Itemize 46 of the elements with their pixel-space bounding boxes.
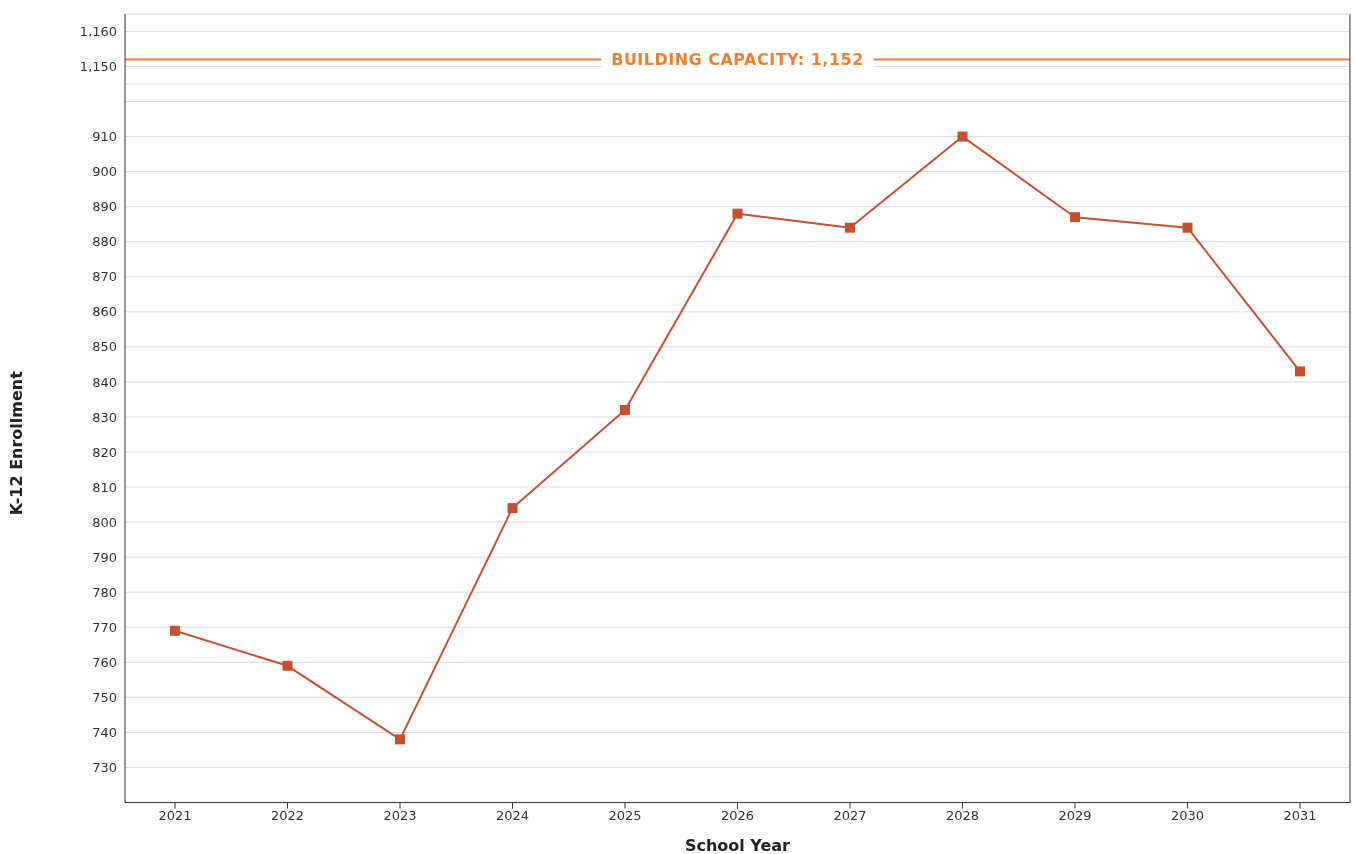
y-tick-label: 800 xyxy=(92,514,118,530)
y-tick-label: 840 xyxy=(92,374,118,390)
y-tick-label: 850 xyxy=(92,339,118,355)
x-tick-label: 2021 xyxy=(158,807,192,823)
point xyxy=(1294,366,1305,377)
point xyxy=(507,503,518,514)
point xyxy=(395,734,405,745)
point xyxy=(170,625,181,636)
point xyxy=(957,131,968,142)
y-tick-label: 1,150 xyxy=(79,59,118,75)
x-tick-label: 2024 xyxy=(495,807,530,823)
point xyxy=(1070,212,1080,223)
y-tick-label: 900 xyxy=(92,164,118,180)
y-tick-label: 890 xyxy=(92,199,118,215)
y-tick-label: 830 xyxy=(92,409,118,425)
point xyxy=(732,208,743,219)
x-axis-title: School Year xyxy=(685,835,791,854)
y-tick-label: 820 xyxy=(92,444,118,460)
y-tick-label: 810 xyxy=(92,479,118,495)
y-axis-title: K-12 Enrollment xyxy=(6,370,26,516)
point xyxy=(620,405,630,416)
x-tick-label: 2030 xyxy=(1170,807,1205,823)
ref-line-label: BUILDING CAPACITY: 1,152 xyxy=(611,50,864,70)
y-tick-label: 790 xyxy=(92,549,118,565)
y-tick-label: 730 xyxy=(92,760,118,776)
x-tick-label: 2023 xyxy=(383,807,417,823)
point xyxy=(282,660,293,671)
x-tick-label: 2029 xyxy=(1058,807,1092,823)
y-tick-label: 880 xyxy=(92,234,118,250)
x-tick-label: 2027 xyxy=(833,807,867,823)
y-tick-label: 760 xyxy=(92,655,118,671)
x-tick-label: 2028 xyxy=(945,807,980,823)
x-tick-label: 2025 xyxy=(608,807,642,823)
point xyxy=(1182,222,1193,233)
y-tick-label: 860 xyxy=(92,304,118,320)
y-tick-label: 870 xyxy=(92,269,118,285)
x-tick-label: 2022 xyxy=(270,807,305,823)
y-tick-label: 910 xyxy=(92,129,118,145)
y-tick-label: 1,160 xyxy=(79,24,118,40)
x-tick-label: 2031 xyxy=(1283,807,1317,823)
y-tick-label: 780 xyxy=(92,584,118,600)
y-tick-label: 750 xyxy=(92,690,118,706)
y-tick-label: 740 xyxy=(92,725,118,741)
x-tick-label: 2026 xyxy=(720,807,755,823)
point xyxy=(845,222,855,233)
y-tick-label: 770 xyxy=(92,619,118,635)
